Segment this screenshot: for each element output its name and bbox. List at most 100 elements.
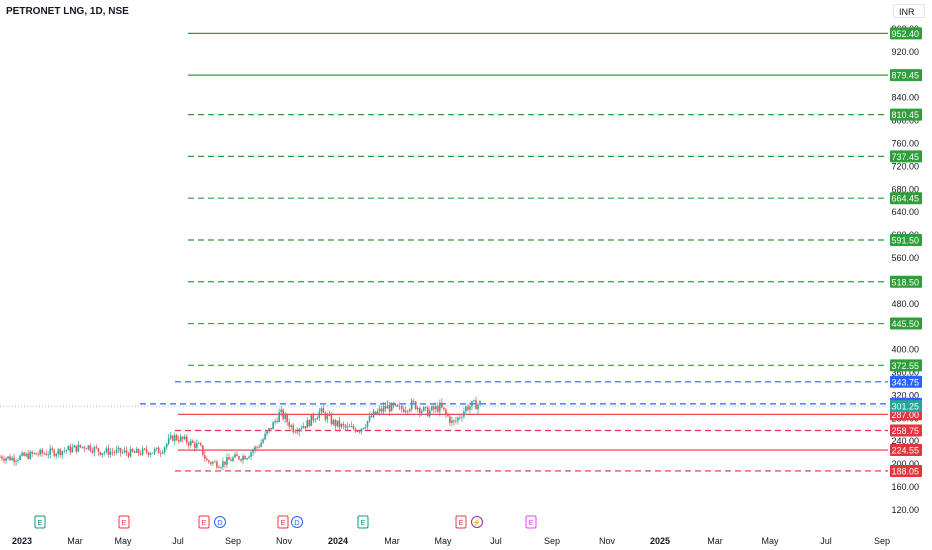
candle-body	[55, 453, 58, 456]
candle-body	[459, 417, 461, 419]
event-marker-earnings[interactable]: E	[357, 515, 369, 529]
candle-body	[41, 449, 43, 454]
candle-body	[218, 467, 220, 469]
candle-body	[392, 403, 395, 406]
candle-body	[394, 404, 397, 406]
candle-body	[228, 457, 230, 460]
candle-body	[187, 442, 190, 446]
candle-body	[131, 448, 134, 452]
candle-body	[346, 426, 349, 428]
event-marker-letter: E	[360, 518, 365, 527]
candle-body	[461, 416, 463, 418]
event-marker-earnings[interactable]: E	[198, 515, 210, 529]
candle-body	[220, 467, 222, 468]
candle-body	[410, 400, 413, 410]
event-marker-dividend[interactable]: D	[214, 516, 226, 528]
event-marker-earnings[interactable]: E	[34, 515, 46, 529]
candle-body	[252, 450, 254, 453]
candle-body	[368, 415, 371, 422]
candle-body	[242, 456, 244, 461]
candle-body	[234, 454, 236, 458]
candle-body	[27, 453, 29, 459]
candle-body	[49, 448, 52, 455]
candle-body	[244, 456, 246, 460]
level-label-text: 591.50	[891, 235, 919, 245]
candle-body	[149, 453, 152, 455]
candle-body	[208, 460, 210, 463]
level-badge-372.55: 372.55	[890, 359, 922, 372]
candle-body	[133, 451, 136, 453]
candle-body	[51, 448, 54, 451]
level-badge-737.45: 737.45	[890, 150, 922, 163]
candle-body	[362, 428, 365, 429]
levels-layer	[0, 32, 888, 472]
candle-body	[115, 449, 118, 453]
candle-body	[274, 420, 276, 423]
currency-selector[interactable]: INR	[893, 4, 925, 18]
event-marker-letter: E	[201, 518, 206, 527]
candle-body	[185, 436, 188, 443]
last-price-badge: 301.25	[890, 400, 922, 413]
candle-body	[97, 448, 100, 453]
candle-body	[268, 428, 270, 432]
candle-body	[196, 443, 198, 448]
event-marker-letter: D	[217, 518, 223, 527]
candle-body	[171, 435, 174, 441]
y-tick-label: 240.00	[891, 436, 919, 446]
event-marker-letter: E	[121, 518, 126, 527]
event-marker-earnings[interactable]: E	[277, 515, 289, 529]
candle-body	[286, 415, 288, 423]
event-marker-letter: D	[294, 518, 300, 527]
candle-body	[177, 439, 180, 442]
candle-body	[406, 410, 409, 412]
candle-body	[298, 428, 301, 432]
candle-body	[194, 442, 196, 448]
candle-body	[33, 453, 35, 454]
candle-body	[453, 420, 455, 422]
level-badge-224.55: 224.55	[890, 444, 922, 457]
candle-body	[202, 445, 204, 456]
y-tick-label: 720.00	[891, 161, 919, 171]
candle-body	[475, 400, 477, 410]
candle-body	[412, 400, 415, 402]
candle-body	[143, 448, 146, 450]
candle-body	[91, 450, 94, 453]
candle-body	[99, 452, 102, 456]
candle-body	[308, 420, 311, 427]
event-marker-earnings[interactable]: E	[525, 515, 537, 529]
y-tick-label: 840.00	[891, 93, 919, 103]
candle-body	[159, 453, 162, 455]
candle-body	[77, 444, 80, 452]
candle-body	[117, 447, 120, 450]
candle-body	[123, 450, 126, 452]
candle-body	[81, 446, 84, 448]
x-tick-label: Nov	[276, 536, 293, 546]
candle-body	[57, 449, 60, 454]
candle-body	[254, 446, 256, 451]
candle-body	[145, 449, 148, 453]
candle-body	[119, 447, 122, 453]
y-tick-label: 160.00	[891, 482, 919, 492]
candle-body	[390, 403, 393, 412]
candle-body	[380, 408, 383, 412]
event-marker-earnings[interactable]: E	[455, 515, 467, 529]
candle-body	[256, 446, 258, 448]
event-marker-split[interactable]: ⚡	[471, 516, 483, 528]
candle-body	[443, 407, 445, 410]
candle-body	[214, 461, 216, 463]
candle-body	[155, 447, 158, 450]
candle-body	[179, 436, 182, 442]
candle-body	[348, 426, 351, 428]
candle-body	[198, 443, 200, 445]
event-marker-dividend[interactable]: D	[291, 516, 303, 528]
y-tick-label: 640.00	[891, 207, 919, 217]
x-tick-label: May	[114, 536, 132, 546]
x-tick-label: May	[761, 536, 779, 546]
candle-body	[316, 417, 319, 420]
candle-body	[455, 420, 457, 422]
event-marker-earnings[interactable]: E	[118, 515, 130, 529]
candle-body	[364, 426, 367, 429]
candle-body	[449, 416, 451, 423]
candle-body	[420, 410, 423, 413]
